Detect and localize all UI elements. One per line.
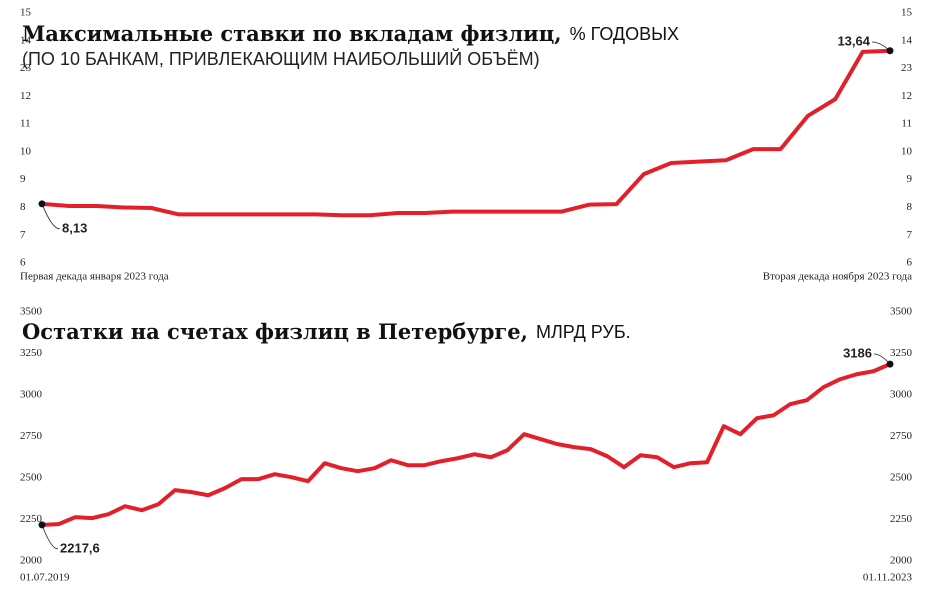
y-tick-label-right: 10 (901, 145, 913, 157)
point (886, 360, 894, 368)
chart: Остатки на счетах физлиц в Петербурге, МЛ… (20, 306, 913, 584)
x-label: 01.07.2019 (20, 572, 70, 584)
leader (41, 203, 61, 230)
line (41, 362, 891, 527)
y-tick-label-right: 2500 (890, 472, 913, 484)
y-tick-label-right: 3250 (890, 347, 913, 359)
leader (41, 524, 59, 550)
y-tick-label: 9 (20, 173, 26, 185)
subtitle: (ПО 10 БАНКАМ, ПРИВЛЕКАЮЩИМ НАИБОЛЬШИЙ О… (22, 48, 540, 69)
value-label: 13,64 (837, 33, 870, 48)
y-tick-label: 3000 (20, 389, 43, 401)
y-tick-label: 3500 (20, 306, 43, 318)
y-tick-label-right: 3500 (890, 306, 913, 318)
value-label: 8,13 (62, 220, 87, 235)
chart: Максимальные ставки по вкладам физлиц, % … (20, 7, 913, 283)
point (886, 47, 894, 55)
y-tick-label: 23 (20, 62, 32, 74)
y-tick-label-right: 14 (901, 34, 913, 46)
y-tick-label: 7 (20, 229, 26, 241)
unit: % ГОДОВЫХ (570, 24, 680, 44)
y-tick-label-right: 11 (901, 118, 912, 130)
x-label: Вторая декада ноября 2023 года (763, 271, 912, 283)
y-tick-label-right: 2750 (890, 430, 913, 442)
y-tick-label-right: 12 (901, 90, 912, 102)
y-tick-label-right: 3000 (890, 389, 913, 401)
x-label: 01.11.2023 (863, 572, 913, 584)
title-text: Максимальные ставки по вкладам физлиц, (22, 21, 562, 46)
y-tick-label-right: 6 (907, 257, 913, 269)
y-tick-label: 10 (20, 145, 32, 157)
x-label: Первая декада января 2023 года (20, 271, 169, 283)
chart-title: Максимальные ставки по вкладам физлиц, % … (22, 21, 679, 46)
y-tick-label: 14 (20, 34, 32, 46)
y-tick-label: 8 (20, 201, 26, 213)
value-label: 2217,6 (60, 540, 100, 555)
y-tick-label: 3250 (20, 347, 43, 359)
y-tick-label-right: 9 (907, 173, 913, 185)
y-tick-label-right: 2250 (890, 513, 913, 525)
y-tick-label: 2250 (20, 513, 43, 525)
y-tick-label: 15 (20, 7, 32, 19)
y-tick-label-right: 15 (901, 7, 913, 19)
y-tick-label-right: 23 (901, 62, 913, 74)
y-tick-label: 6 (20, 257, 26, 269)
y-tick-label-right: 8 (907, 201, 913, 213)
point (38, 521, 46, 529)
point (38, 200, 46, 208)
y-tick-label: 2000 (20, 555, 43, 567)
chart-title: Остатки на счетах физлиц в Петербурге, МЛ… (22, 319, 631, 344)
title-text: Остатки на счетах физлиц в Петербурге, (22, 319, 528, 344)
y-tick-label: 2500 (20, 472, 43, 484)
y-tick-label-right: 2000 (890, 555, 913, 567)
y-tick-label-right: 7 (907, 229, 913, 241)
y-tick-label: 11 (20, 118, 31, 130)
y-tick-label: 12 (20, 90, 31, 102)
unit: МЛРД РУБ. (536, 322, 631, 342)
line (41, 48, 891, 218)
value-label: 3186 (843, 345, 872, 360)
y-tick-label: 2750 (20, 430, 43, 442)
